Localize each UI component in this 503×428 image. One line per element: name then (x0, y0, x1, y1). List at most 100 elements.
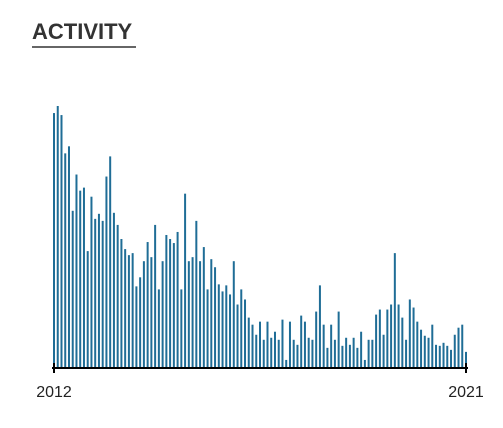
bar (416, 321, 419, 368)
bar (75, 174, 78, 368)
bar (109, 156, 112, 368)
bar (82, 187, 85, 368)
bar (420, 329, 423, 368)
bar (94, 218, 97, 368)
bar (131, 253, 134, 368)
bar (431, 324, 434, 368)
bar (322, 324, 325, 368)
bar (64, 153, 67, 368)
bar (345, 337, 348, 368)
bar (165, 234, 168, 368)
bar (266, 321, 269, 368)
bar (315, 311, 318, 368)
bar (363, 359, 366, 368)
bar (67, 146, 70, 368)
bar (270, 337, 273, 368)
bar (446, 345, 449, 368)
bar (146, 242, 149, 368)
bar (184, 193, 187, 368)
bar (176, 231, 179, 368)
bar (172, 243, 175, 368)
bar (251, 324, 254, 368)
bar (90, 196, 93, 368)
bar (259, 321, 261, 368)
bar (281, 319, 284, 368)
bar (277, 339, 280, 368)
bar (262, 339, 265, 368)
bar (195, 220, 198, 368)
bar (225, 285, 228, 368)
bar (53, 113, 55, 368)
bar (105, 176, 108, 368)
bar (273, 331, 276, 368)
bar (337, 311, 340, 368)
bar (333, 339, 336, 368)
bar (79, 190, 82, 368)
bar (375, 314, 378, 368)
bar (311, 339, 314, 368)
bar (296, 344, 299, 368)
bar (348, 344, 351, 368)
bar (71, 210, 74, 368)
bar (255, 334, 258, 368)
bar (288, 321, 291, 368)
bar (199, 261, 202, 368)
bar (240, 289, 243, 368)
bar (139, 277, 142, 368)
bar (438, 345, 441, 368)
bar (232, 261, 235, 368)
bar (360, 331, 363, 368)
bar (169, 239, 172, 368)
bar (356, 347, 359, 368)
bar (236, 304, 239, 368)
bar (307, 337, 310, 368)
bar (341, 345, 344, 368)
bar (244, 299, 247, 368)
bar (326, 347, 329, 368)
bar (397, 304, 400, 368)
bar (412, 307, 415, 368)
bar (461, 324, 464, 368)
bar (450, 349, 453, 368)
bar (371, 339, 374, 368)
bar (300, 315, 303, 368)
bar (367, 339, 370, 368)
bar (442, 342, 445, 368)
bar (154, 224, 157, 368)
bar (378, 309, 381, 368)
bar (116, 224, 119, 368)
bar (408, 299, 411, 368)
bar (135, 286, 138, 368)
bar (210, 259, 213, 368)
bar (352, 337, 355, 368)
bar (202, 247, 205, 368)
bar (60, 115, 63, 368)
bar (285, 359, 288, 368)
bar (161, 261, 164, 368)
bar (97, 213, 100, 368)
bar (229, 294, 232, 368)
bar (142, 261, 145, 368)
bar (217, 284, 220, 368)
bar (150, 257, 153, 368)
bar (423, 335, 426, 368)
bar (247, 317, 250, 368)
bar (457, 327, 460, 368)
bar (453, 334, 456, 368)
bar (120, 239, 123, 368)
bar (318, 285, 321, 368)
bar (382, 334, 385, 368)
bar (214, 267, 217, 368)
x-tick-label: 2012 (36, 384, 72, 401)
bar (393, 253, 396, 368)
bar (386, 309, 389, 368)
bar (221, 291, 224, 368)
bar (56, 106, 59, 368)
bar (86, 251, 89, 368)
bar (101, 220, 104, 368)
bar (405, 339, 408, 368)
bar (187, 261, 190, 368)
bar (180, 289, 183, 368)
